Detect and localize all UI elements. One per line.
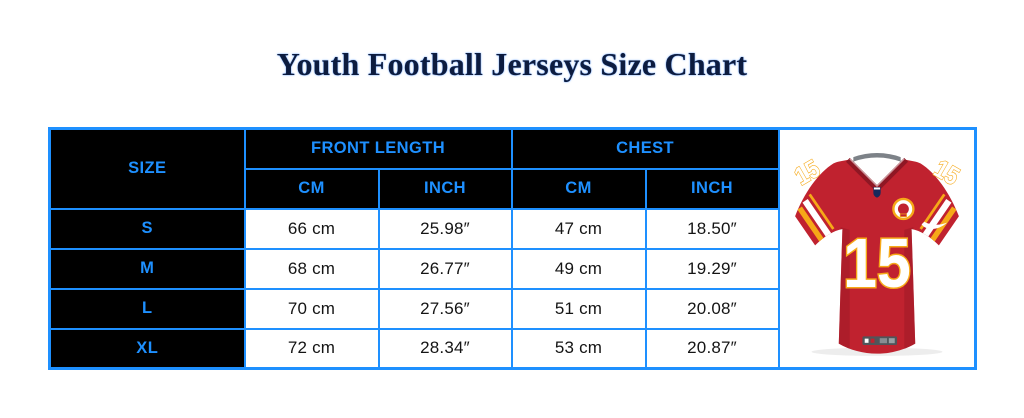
table-row-xl: XL 72 cm 28.34″ 53 cm 20.87″ — [48, 327, 976, 370]
chest-number: 15 — [843, 224, 911, 302]
jock-tag — [862, 335, 897, 345]
jersey-image-cell: 15 15 15 — [777, 127, 977, 370]
size-cell: L — [48, 287, 246, 330]
value-cell: 72 cm — [243, 327, 380, 370]
size-cell: S — [48, 207, 246, 250]
value-cell: 53 cm — [510, 327, 647, 370]
value-cell: 20.08″ — [644, 287, 780, 330]
size-chart-table: SIZE FRONT LENGTH CHEST — [48, 127, 978, 370]
team-patch-icon — [891, 197, 915, 220]
value-cell: 51 cm — [510, 287, 647, 330]
page-title: Youth Football Jerseys Size Chart — [276, 46, 748, 82]
jersey-body — [794, 159, 959, 354]
value-cell: 47 cm — [510, 207, 647, 250]
value-cell: 68 cm — [243, 247, 380, 290]
left-stripe-white — [802, 198, 832, 237]
subheader-front-cm: CM — [243, 167, 380, 210]
subheader-front-inch: INCH — [377, 167, 513, 210]
jersey-graphic: 15 15 15 — [789, 152, 964, 356]
table-row-m: M 68 cm 26.77″ 49 cm 19.29″ — [48, 247, 976, 290]
right-stripe-white — [922, 198, 952, 237]
nfl-shield-icon — [873, 186, 881, 198]
value-cell: 66 cm — [243, 207, 380, 250]
value-cell: 70 cm — [243, 287, 380, 330]
value-cell: 19.29″ — [644, 247, 780, 290]
header-size: SIZE — [48, 127, 246, 210]
value-cell: 20.87″ — [644, 327, 780, 370]
table-row-s: S 66 cm 25.98″ 47 cm 18.50″ — [48, 207, 976, 250]
back-collar — [853, 152, 901, 162]
subheader-chest-cm: CM — [510, 167, 647, 210]
value-cell: 26.77″ — [377, 247, 513, 290]
value-cell: 18.50″ — [644, 207, 780, 250]
collar-piping — [849, 158, 905, 187]
value-cell: 28.34″ — [377, 327, 513, 370]
size-cell: M — [48, 247, 246, 290]
header-chest: CHEST — [510, 127, 780, 170]
value-cell: 25.98″ — [377, 207, 513, 250]
value-cell: 49 cm — [510, 247, 647, 290]
jersey-image: 15 15 15 — [780, 130, 975, 367]
size-cell: XL — [48, 327, 246, 370]
subheader-chest-inch: INCH — [644, 167, 780, 210]
table-row-l: L 70 cm 27.56″ 51 cm 20.08″ — [48, 287, 976, 330]
left-stripe-gold-inner — [808, 193, 835, 230]
left-stripe-gold-outer — [797, 206, 826, 244]
header-front-length: FRONT LENGTH — [243, 127, 513, 170]
nike-swoosh-icon — [921, 221, 947, 229]
value-cell: 27.56″ — [377, 287, 513, 330]
